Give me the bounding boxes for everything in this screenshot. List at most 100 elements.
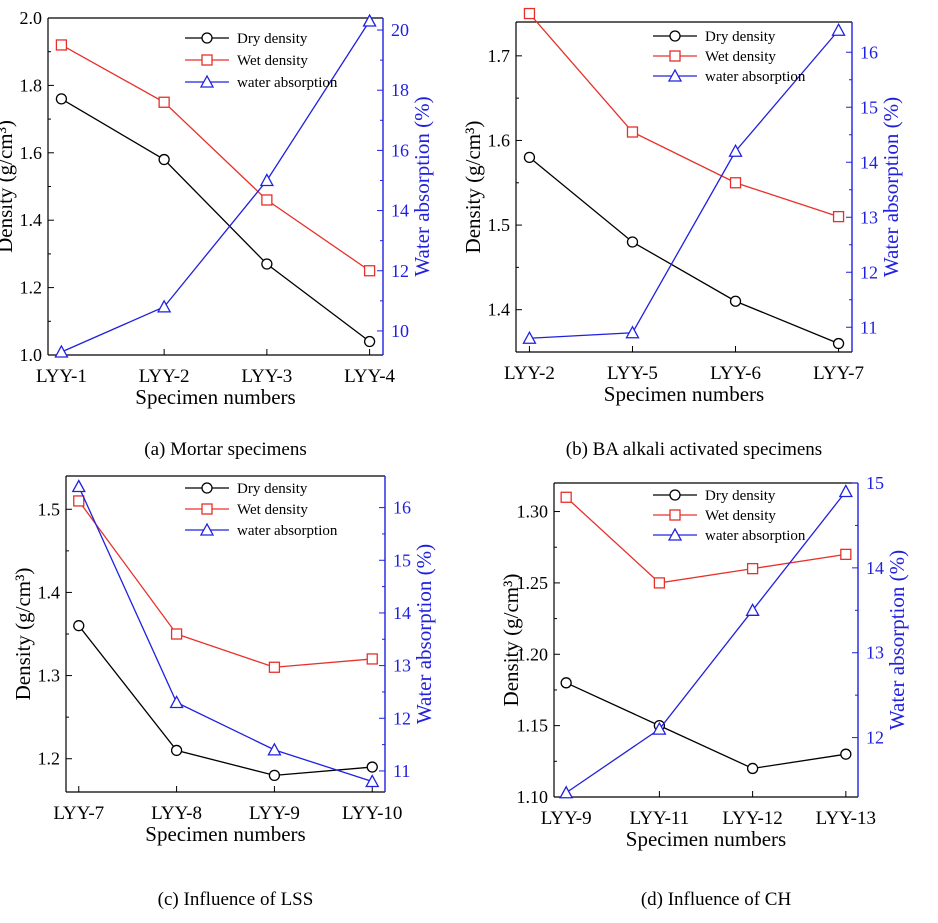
series-line-dry — [565, 682, 846, 770]
y-tick-label-right: 11 — [860, 317, 877, 337]
data-point-wet — [729, 177, 742, 189]
data-point-water — [169, 695, 184, 709]
y-tick-label-right: 14 — [866, 558, 884, 578]
legend-label-water: water absorption — [705, 528, 806, 544]
x-tick-label: LYY-13 — [816, 808, 876, 829]
data-point-wet — [626, 126, 639, 138]
y-tick-label-right: 20 — [391, 20, 409, 40]
y-tick-label-right: 16 — [391, 140, 409, 160]
y-tick-label-left: 1.5 — [38, 499, 61, 519]
y-tick-label-left: 1.30 — [517, 502, 549, 522]
data-point-wet — [560, 491, 572, 503]
data-point-water — [365, 774, 380, 788]
legend-label-water: water absorption — [705, 69, 806, 85]
panel-caption: (d) Influence of CH — [641, 889, 792, 910]
x-tick-label: LYY-12 — [722, 808, 782, 829]
y-tick-label-right: 11 — [393, 761, 410, 781]
data-point-dry — [832, 337, 845, 350]
data-point-wet — [363, 265, 376, 277]
data-point-dry — [560, 677, 572, 689]
series-line-water — [529, 29, 840, 339]
data-point-wet — [170, 628, 183, 640]
legend-marker-wet — [669, 50, 681, 62]
data-point-water — [559, 785, 574, 799]
data-point-dry — [268, 769, 281, 782]
data-point-water — [745, 602, 760, 616]
data-point-wet — [832, 210, 845, 223]
legend-label-water: water absorption — [237, 75, 338, 91]
x-axis-label: Specimen numbers — [135, 385, 295, 409]
series-line-dry — [529, 156, 839, 345]
legend-marker-water — [199, 522, 215, 536]
legend-marker-water — [667, 68, 683, 82]
y-axis-label-right: Water absorption (%) — [410, 96, 434, 276]
legend-marker-wet — [201, 503, 213, 515]
legend-label-wet: Wet density — [705, 508, 776, 524]
data-point-water — [625, 325, 640, 339]
y-tick-label-right: 14 — [860, 152, 878, 172]
y-axis-label-right: Water absorption (%) — [412, 544, 436, 724]
legend-marker-dry — [201, 482, 213, 494]
legend-marker-dry — [669, 489, 681, 501]
y-tick-label-right: 13 — [860, 207, 878, 227]
y-tick-label-left: 1.5 — [488, 215, 511, 235]
panel-caption: (c) Influence of LSS — [158, 889, 314, 910]
data-point-wet — [366, 653, 378, 665]
x-tick-label: LYY-1 — [36, 366, 87, 387]
y-tick-label-right: 18 — [391, 80, 409, 100]
y-tick-label-right: 10 — [391, 321, 409, 341]
data-point-dry — [158, 153, 170, 166]
y-tick-label-left: 1.4 — [488, 300, 511, 320]
series-line-dry — [78, 625, 373, 777]
data-point-water — [652, 721, 667, 735]
data-point-dry — [729, 295, 742, 307]
data-point-dry — [73, 620, 85, 632]
x-tick-label: LYY-9 — [249, 803, 300, 824]
y-tick-label-left: 1.6 — [20, 143, 43, 163]
y-tick-label-left: 1.7 — [488, 46, 511, 66]
legend-marker-water — [667, 527, 683, 541]
series-line-wet — [528, 13, 839, 218]
y-tick-label-right: 14 — [393, 603, 411, 623]
y-tick-label-right: 12 — [866, 728, 884, 748]
panel-caption: (b) BA alkali activated specimens — [566, 439, 822, 460]
data-point-wet — [840, 548, 852, 561]
y-tick-label-left: 1.8 — [20, 75, 43, 95]
data-point-water — [267, 742, 282, 756]
series-line-wet — [565, 496, 846, 584]
y-tick-label-right: 16 — [393, 498, 411, 518]
x-tick-label: LYY-7 — [813, 363, 864, 384]
data-point-water — [54, 344, 69, 358]
data-point-water — [831, 22, 846, 36]
data-point-wet — [73, 495, 85, 507]
y-axis-label-left: Density (g/cm³) — [499, 574, 523, 707]
legend-marker-wet — [201, 54, 213, 66]
data-point-dry — [366, 761, 378, 773]
legend-label-dry: Dry density — [705, 488, 776, 504]
y-axis-label-right: Water absorption (%) — [885, 550, 909, 730]
data-point-dry — [746, 762, 759, 775]
y-tick-label-right: 16 — [860, 42, 878, 62]
x-tick-label: LYY-4 — [344, 366, 395, 387]
y-tick-label-left: 1.20 — [517, 644, 549, 664]
data-point-dry — [523, 151, 536, 164]
series-line-wet — [78, 500, 373, 668]
y-tick-label-right: 15 — [866, 473, 884, 493]
legend-label-wet: Wet density — [237, 53, 308, 69]
x-tick-label: LYY-10 — [342, 803, 402, 824]
data-point-water — [522, 330, 537, 344]
series-line-water — [61, 20, 371, 353]
data-point-water — [157, 299, 172, 313]
x-tick-label: LYY-7 — [53, 803, 104, 824]
data-point-water — [362, 13, 377, 27]
y-tick-label-right: 12 — [393, 708, 411, 728]
legend-marker-dry — [201, 32, 213, 44]
data-point-water — [728, 143, 743, 157]
x-axis-label: Specimen numbers — [626, 827, 786, 851]
x-tick-label: LYY-11 — [630, 808, 690, 829]
y-tick-label-right: 15 — [860, 97, 878, 117]
y-tick-label-left: 1.4 — [20, 210, 43, 230]
y-tick-label-left: 1.6 — [488, 130, 511, 150]
data-point-wet — [158, 96, 170, 108]
